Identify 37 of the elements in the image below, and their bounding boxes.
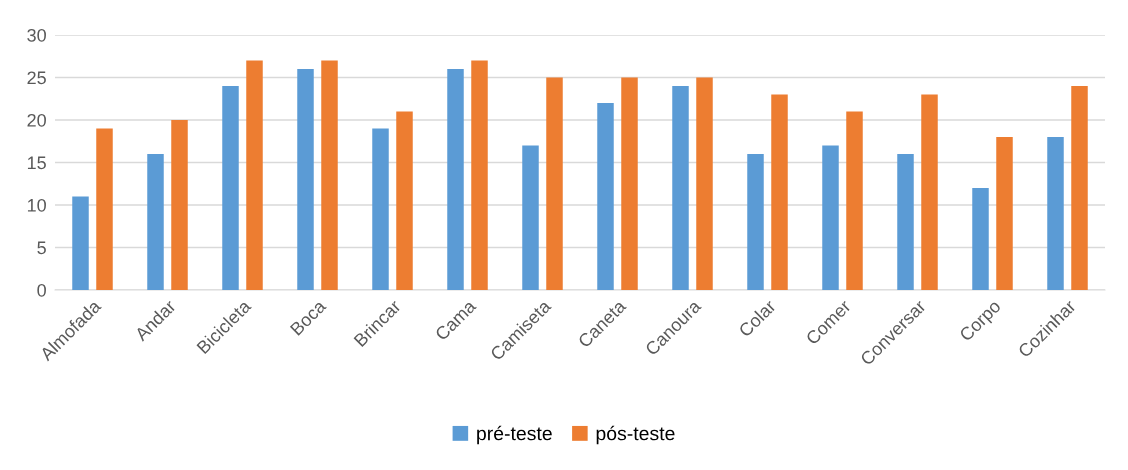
- bar: [996, 137, 1013, 290]
- bar: [372, 128, 389, 290]
- bar: [447, 69, 464, 290]
- bar: [747, 154, 764, 290]
- bar: [846, 111, 863, 290]
- bar: [897, 154, 914, 290]
- legend-label: pré-teste: [477, 425, 552, 445]
- bar: [246, 60, 263, 290]
- y-tick-label: 15: [27, 156, 46, 170]
- y-tick-label: 20: [27, 113, 46, 127]
- bar: [396, 111, 413, 290]
- bar: [696, 77, 713, 290]
- bar: [621, 77, 638, 290]
- bar: [321, 60, 338, 290]
- bar: [147, 154, 164, 290]
- y-tick-label: 25: [27, 71, 46, 85]
- bar: [672, 86, 689, 290]
- bar: [297, 69, 314, 290]
- bar: [771, 94, 788, 290]
- bar: [1071, 86, 1088, 290]
- y-tick-label: 0: [37, 283, 46, 297]
- bar: [471, 60, 488, 290]
- bar: [822, 145, 839, 290]
- legend-label: pós-teste: [596, 425, 675, 445]
- y-tick-label: 5: [37, 241, 46, 255]
- bar: [72, 196, 89, 290]
- bar: [522, 145, 539, 290]
- bar: [222, 86, 239, 290]
- y-tick-label: 10: [27, 198, 46, 212]
- bar: [171, 120, 188, 290]
- bar: [546, 77, 563, 290]
- bar: [921, 94, 938, 290]
- bar: [1047, 137, 1064, 290]
- y-tick-label: 30: [27, 28, 46, 42]
- bar: [96, 128, 113, 290]
- bar: [972, 188, 989, 290]
- bar: [597, 103, 614, 290]
